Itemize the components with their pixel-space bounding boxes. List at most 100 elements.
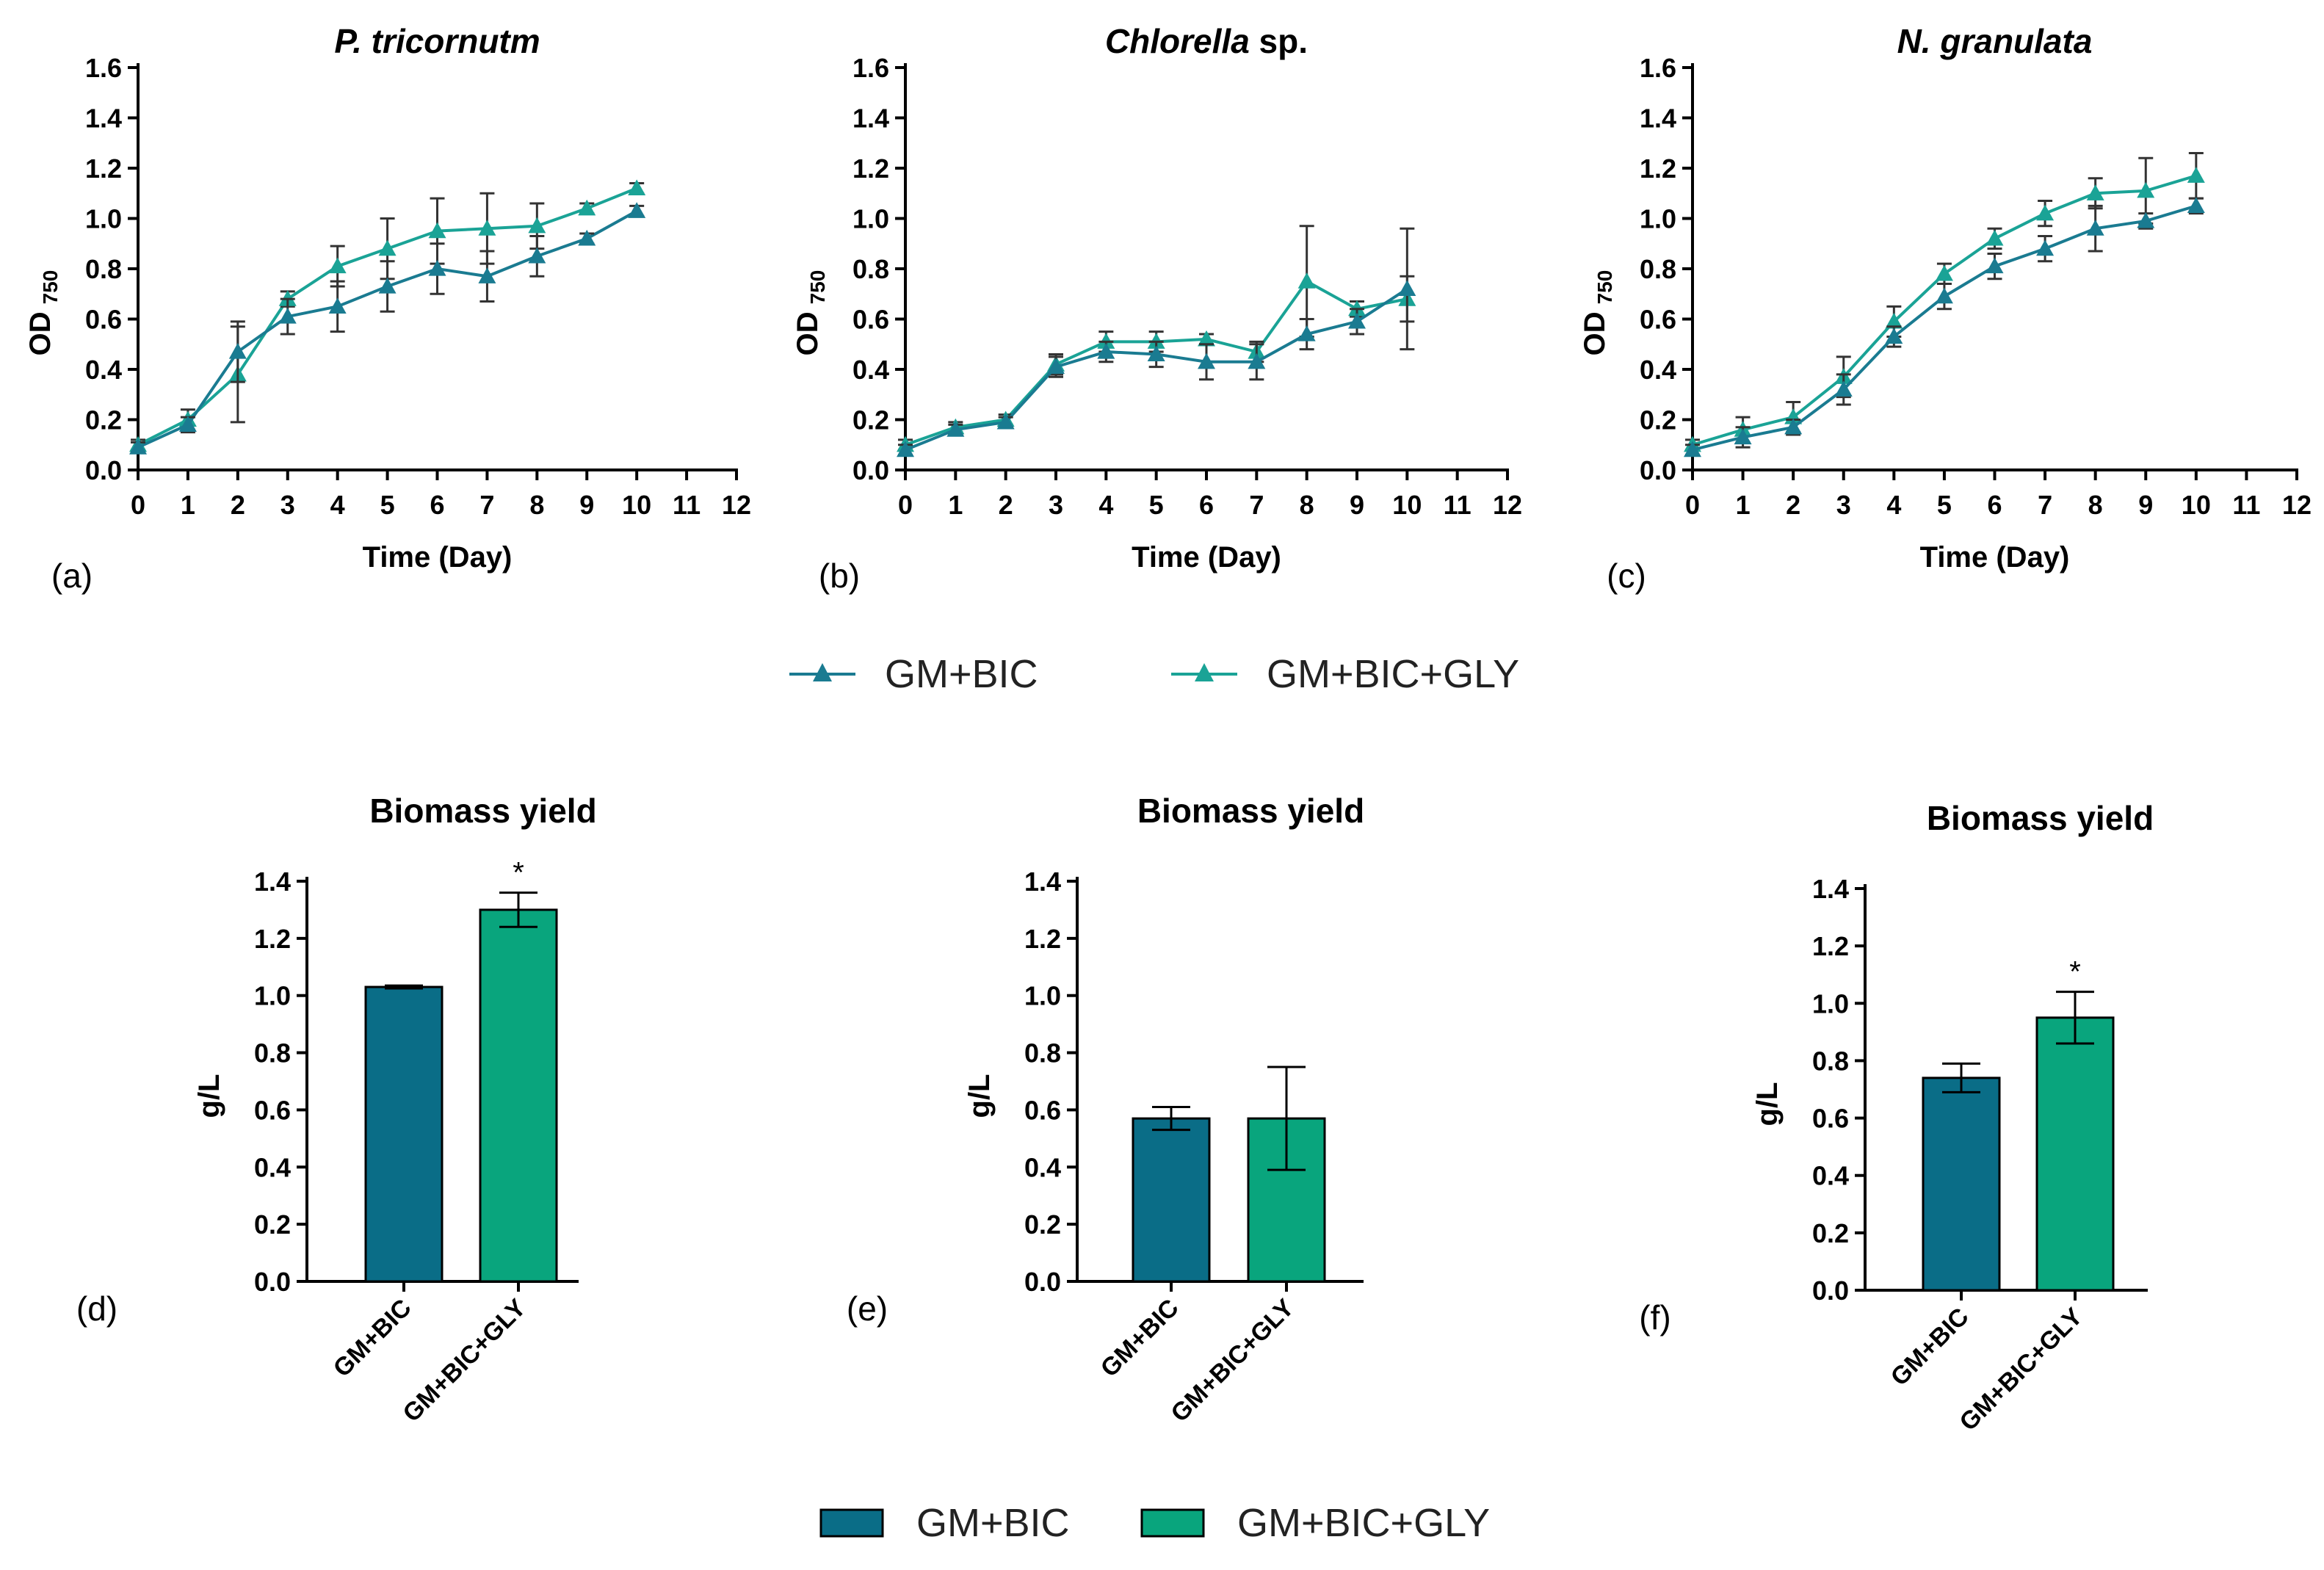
- y-axis-label: g/L: [963, 1074, 996, 1118]
- data-point: [2137, 211, 2155, 228]
- y-tick-label: 1.2: [1024, 924, 1061, 954]
- y-tick-label: 1.4: [1812, 874, 1849, 904]
- data-point: [946, 421, 965, 437]
- bar-gm-bic: [1922, 1077, 2001, 1292]
- legend-gm-bic-swatch: [819, 1508, 884, 1538]
- y-tick-label: 0.0: [853, 455, 889, 485]
- data-point: [129, 438, 147, 455]
- y-tick-label: 0.8: [1024, 1038, 1061, 1068]
- bar-legend: GM+BIC GM+BIC+GLY: [819, 1501, 1490, 1545]
- x-tick-label: 1: [1736, 490, 1751, 520]
- chart-title: Biomass yield: [1137, 792, 1364, 830]
- y-axis-label-sub: 750: [1593, 270, 1616, 305]
- y-tick-label: 1.4: [254, 867, 291, 897]
- bar-gm-bic-gly: [2035, 1016, 2115, 1292]
- x-tick-label: 9: [579, 490, 594, 520]
- chart-panel-d: Biomass yield 0.0 0.2 0.4 0.6 0.8 1.0 1.2 1.4 g/L…: [76, 792, 597, 1428]
- y-tick-label: 1.4: [1024, 867, 1061, 897]
- y-tick-label: 1.0: [85, 204, 122, 234]
- legend-gm-bic-label: GM+BIC: [885, 652, 1038, 696]
- y-tick-label: 0.6: [853, 305, 889, 335]
- y-tick-label: 1.2: [85, 153, 122, 184]
- y-axis-label-sub: 750: [39, 270, 62, 305]
- y-tick-label: 0.2: [254, 1209, 291, 1240]
- x-tick-label: 5: [1149, 490, 1164, 520]
- y-axis-label: g/L: [193, 1074, 225, 1118]
- chart-title: Biomass yield: [1927, 799, 2154, 837]
- legend-gm-bic-marker: [813, 663, 832, 681]
- x-tick-label: 10: [2182, 490, 2211, 520]
- legend-gm-bic-gly-swatch: [1140, 1508, 1205, 1538]
- data-point: [1734, 428, 1752, 445]
- y-tick-label: 1.6: [1640, 53, 1676, 83]
- y-tick-label: 1.4: [85, 104, 122, 134]
- data-point: [1935, 264, 1953, 281]
- data-point: [1147, 345, 1165, 362]
- y-tick-label: 0.4: [1024, 1152, 1061, 1182]
- x-tick-label: 4: [330, 490, 345, 520]
- y-tick-label: 1.0: [853, 204, 889, 234]
- bar-gm-bic: [364, 985, 444, 1283]
- y-tick-label: 0.8: [1640, 254, 1676, 284]
- x-tick-label: 3: [280, 490, 295, 520]
- panel-label: (c): [1607, 557, 1646, 595]
- x-tick-label: 4: [1886, 490, 1901, 520]
- y-tick-label: 0.0: [1640, 455, 1676, 485]
- x-axis-label: Time (Day): [363, 541, 513, 574]
- y-tick-label: 1.2: [254, 924, 291, 954]
- y-tick-label: 0.0: [254, 1267, 291, 1297]
- y-axis-label: OD 750: [1579, 270, 1616, 356]
- data-point: [1248, 352, 1266, 369]
- data-point: [328, 257, 347, 274]
- y-tick-label: 1.2: [1812, 931, 1849, 961]
- y-tick-label: 0.8: [254, 1038, 291, 1068]
- x-tick-label: 6: [1987, 490, 2002, 520]
- chart-title-suffix: sp.: [1250, 22, 1308, 60]
- x-tick-label: GM+BIC: [1096, 1294, 1184, 1383]
- data-point: [2187, 197, 2205, 213]
- chart-panel-a: P. tricornutm 0.0 0.2 0.4 0.6 0.8 1.0 1.2 1.4 1.6…: [24, 22, 751, 595]
- x-tick-label: 3: [1836, 490, 1851, 520]
- data-point: [2036, 204, 2055, 221]
- x-tick-label: GM+BIC+GLY: [1165, 1294, 1300, 1428]
- data-point: [1398, 280, 1416, 296]
- chart-panel-c: N. granulata 0.0 0.2 0.4 0.6 0.8 1.0 1.2 1.4 1.6 0…: [1579, 22, 2312, 595]
- data-point: [428, 222, 446, 239]
- y-tick-label: 1.4: [853, 104, 889, 134]
- y-tick-label: 0.2: [1640, 405, 1676, 435]
- data-point: [1297, 325, 1316, 341]
- data-point: [1935, 287, 1953, 304]
- y-tick-label: 0.2: [85, 405, 122, 435]
- data-point: [178, 416, 197, 432]
- data-point: [528, 247, 546, 264]
- x-tick-label: GM+BIC+GLY: [1954, 1303, 2088, 1437]
- y-tick-label: 0.6: [1024, 1095, 1061, 1125]
- series-line-gm-bic: [1692, 204, 2197, 452]
- y-tick-label: 1.0: [1640, 204, 1676, 234]
- x-tick-label: 6: [1199, 490, 1214, 520]
- series-line-gm-bic: [905, 287, 1408, 452]
- y-tick-label: 0.4: [85, 355, 122, 385]
- x-tick-label: 8: [1300, 490, 1314, 520]
- y-tick-label: 0.6: [254, 1095, 291, 1125]
- x-tick-label: 8: [529, 490, 544, 520]
- data-point: [1985, 229, 2004, 246]
- y-tick-label: 1.6: [85, 53, 122, 83]
- x-tick-label: 12: [1493, 490, 1522, 520]
- y-tick-label: 0.4: [1812, 1161, 1849, 1191]
- data-point: [2086, 184, 2104, 200]
- data-point: [1047, 358, 1065, 375]
- x-tick-label: GM+BIC: [1886, 1303, 1974, 1392]
- x-tick-label: GM+BIC: [328, 1294, 417, 1383]
- data-point: [1834, 380, 1853, 397]
- data-point: [1985, 257, 2004, 274]
- x-tick-label: 0: [131, 490, 145, 520]
- chart-title-italic: N. granulata: [1897, 22, 2093, 60]
- x-tick-label: 5: [380, 490, 395, 520]
- x-axis-label: Time (Day): [1132, 541, 1281, 574]
- data-point: [897, 441, 914, 457]
- x-tick-label: 2: [999, 490, 1013, 520]
- significance-marker: *: [513, 857, 524, 889]
- bar-gm-bic: [1132, 1117, 1211, 1283]
- y-tick-label: 0.0: [1812, 1276, 1849, 1306]
